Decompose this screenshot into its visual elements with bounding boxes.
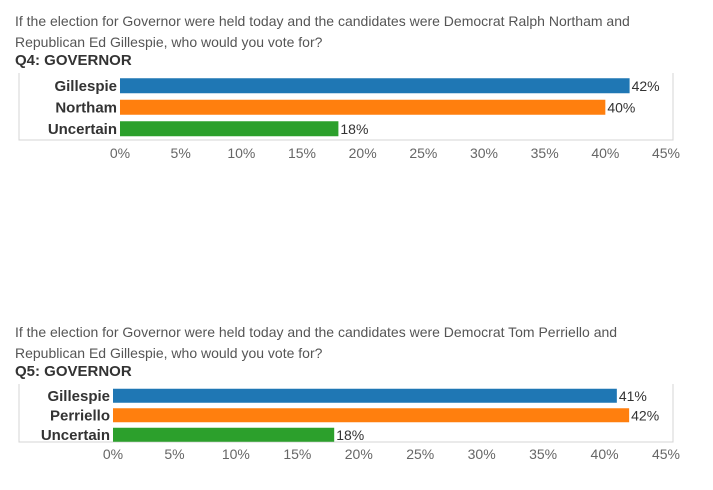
x-tick-label: 15%	[283, 446, 311, 462]
x-tick-label: 40%	[591, 145, 619, 161]
value-label-gillespie: 41%	[619, 388, 647, 404]
x-tick-label: 45%	[652, 145, 680, 161]
category-label-gillespie: Gillespie	[54, 78, 117, 95]
value-label-uncertain: 18%	[336, 427, 364, 443]
plot-frame	[18, 384, 674, 443]
plot-frame	[18, 73, 674, 141]
x-tick-label: 5%	[171, 145, 191, 161]
bar-northam	[120, 99, 606, 115]
value-label-uncertain: 18%	[340, 121, 368, 137]
category-label-northam: Northam	[55, 99, 117, 116]
bar-gillespie	[120, 78, 630, 94]
x-tick-label: 5%	[164, 446, 184, 462]
category-label-uncertain: Uncertain	[41, 427, 110, 444]
x-tick-label: 30%	[468, 446, 496, 462]
bar-uncertain	[120, 121, 339, 137]
chart-title: Q5: GOVERNOR	[15, 363, 132, 380]
x-tick-label: 20%	[349, 145, 377, 161]
x-tick-label: 35%	[529, 446, 557, 462]
chart-title: Q4: GOVERNOR	[15, 52, 132, 69]
bar-perriello	[113, 408, 630, 423]
value-label-northam: 40%	[607, 99, 635, 115]
x-tick-label: 10%	[227, 145, 255, 161]
bar-gillespie	[113, 388, 617, 403]
bar-chart-q4: Gillespie 42% Northam 40% Uncertain 18% 0% 5% 10…	[18, 73, 680, 161]
value-label-perriello: 42%	[631, 407, 659, 423]
category-label-uncertain: Uncertain	[48, 121, 117, 138]
x-tick-label: 45%	[652, 446, 680, 462]
x-tick-label: 40%	[591, 446, 619, 462]
x-tick-label: 15%	[288, 145, 316, 161]
x-tick-label: 25%	[409, 145, 437, 161]
x-tick-label: 20%	[345, 446, 373, 462]
category-label-gillespie: Gillespie	[47, 388, 110, 405]
x-tick-label: 0%	[110, 145, 130, 161]
x-tick-label: 0%	[103, 446, 123, 462]
bar-uncertain	[113, 427, 335, 442]
x-tick-label: 30%	[470, 145, 498, 161]
x-tick-label: 25%	[406, 446, 434, 462]
category-label-perriello: Perriello	[50, 407, 110, 424]
bar-chart-q5: Gillespie 41% Perriello 42% Uncertain 18% 0% 5%…	[18, 384, 680, 462]
x-tick-label: 10%	[222, 446, 250, 462]
question-text: If the election for Governor were held t…	[15, 13, 630, 50]
x-tick-label: 35%	[531, 145, 559, 161]
value-label-gillespie: 42%	[632, 78, 660, 94]
question-text: If the election for Governor were held t…	[15, 324, 618, 361]
